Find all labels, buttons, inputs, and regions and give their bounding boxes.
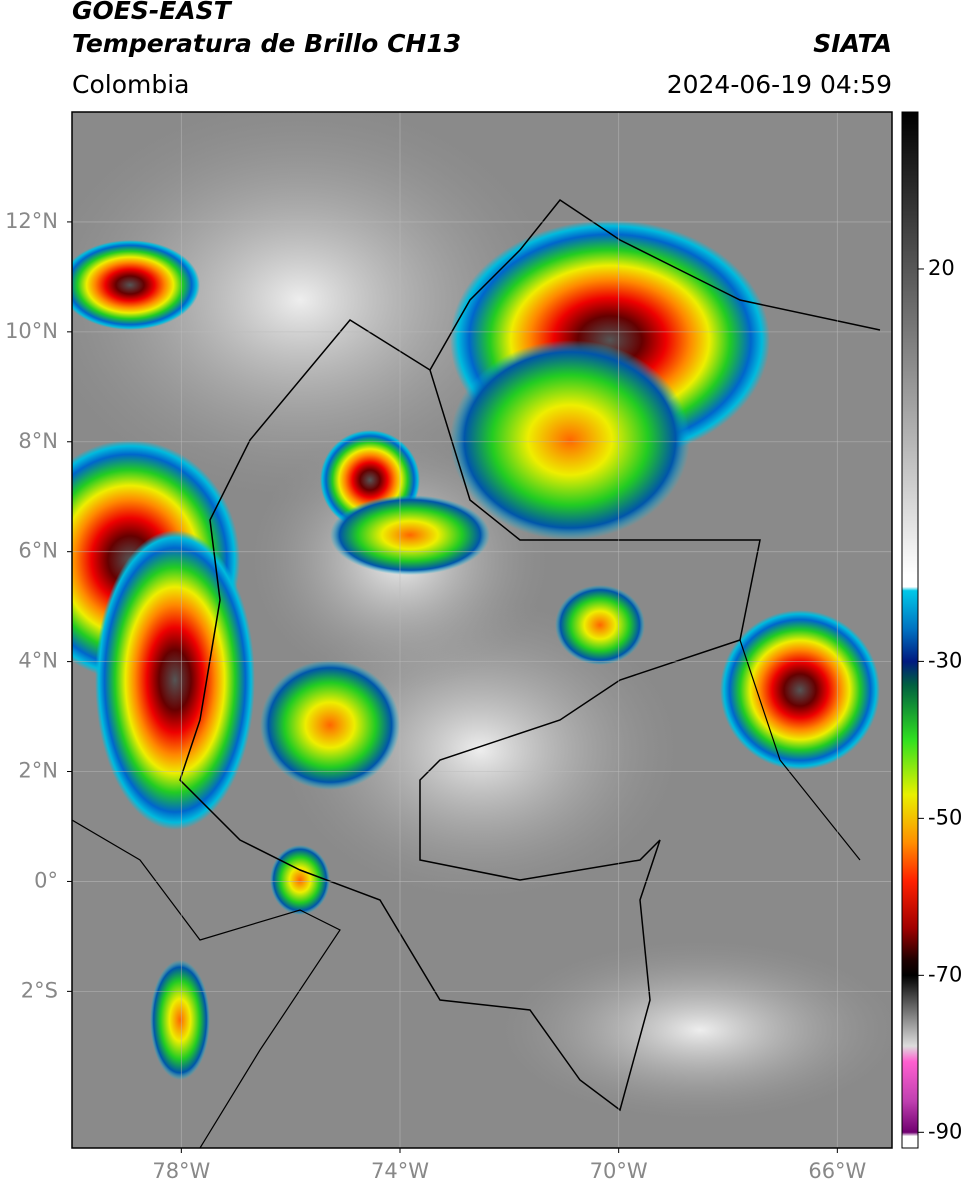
lon-tick-label: 66°W [808, 1159, 866, 1183]
map-frame [71, 111, 893, 1149]
satellite-image [72, 112, 892, 1148]
colorbar-tick-label: -90 [928, 1119, 962, 1143]
lat-tick-label: 2°N [18, 759, 58, 783]
colorbar-tick-label: -70 [928, 962, 962, 986]
lat-tick-label: 0° [34, 868, 58, 892]
grid [72, 112, 892, 1148]
region: Colombia [72, 70, 189, 99]
lon-tick-label: 70°W [590, 1159, 648, 1183]
lon-tick-label: 74°W [371, 1159, 429, 1183]
lat-tick-label: 4°N [18, 649, 58, 673]
lon-tick-label: 78°W [152, 1159, 210, 1183]
title: GOES-EAST [72, 0, 233, 25]
lat-tick-label: 2°S [21, 978, 58, 1002]
subtitle: Temperatura de Brillo CH13 [72, 29, 461, 58]
lat-tick-label: 10°N [5, 319, 58, 343]
colorbar [901, 111, 919, 1149]
lat-tick-label: 12°N [5, 209, 58, 233]
colorbar-tick-label: -30 [928, 648, 962, 672]
colorbar-tick-label: -50 [928, 805, 962, 829]
lat-tick-label: 8°N [18, 429, 58, 453]
colorbar-tick-label: 20 [928, 256, 955, 280]
timestamp: 2024-06-19 04:59 [667, 70, 892, 99]
source: SIATA [813, 29, 892, 58]
lat-tick-label: 6°N [18, 539, 58, 563]
